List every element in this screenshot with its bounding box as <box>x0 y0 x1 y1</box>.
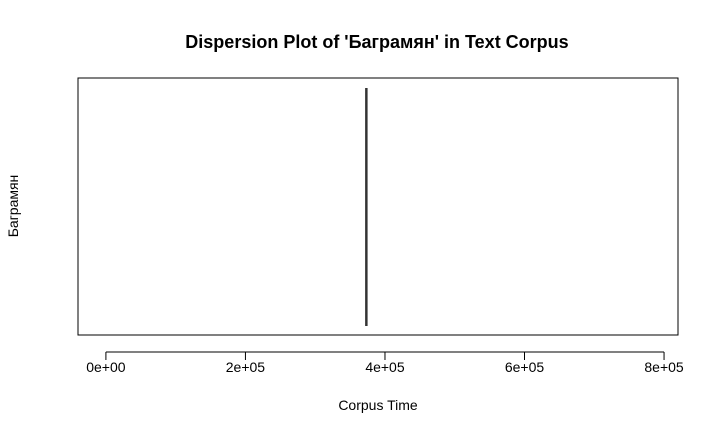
event-lines <box>365 88 368 326</box>
plot-frame <box>77 77 679 336</box>
x-tick-label-1: 2e+05 <box>226 359 266 375</box>
x-axis-label: Corpus Time <box>338 397 418 413</box>
x-tick-label-4: 8e+05 <box>644 359 684 375</box>
x-tick-label-3: 6e+05 <box>505 359 545 375</box>
x-axis-ticks: 0e+00 2e+05 4e+05 6e+05 8e+05 <box>86 352 684 375</box>
y-axis-label: Баграмян <box>5 175 21 238</box>
x-tick-label-0: 0e+00 <box>86 359 126 375</box>
x-tick-label-2: 4e+05 <box>365 359 405 375</box>
chart-title: Dispersion Plot of 'Баграмян' in Text Co… <box>185 32 568 52</box>
